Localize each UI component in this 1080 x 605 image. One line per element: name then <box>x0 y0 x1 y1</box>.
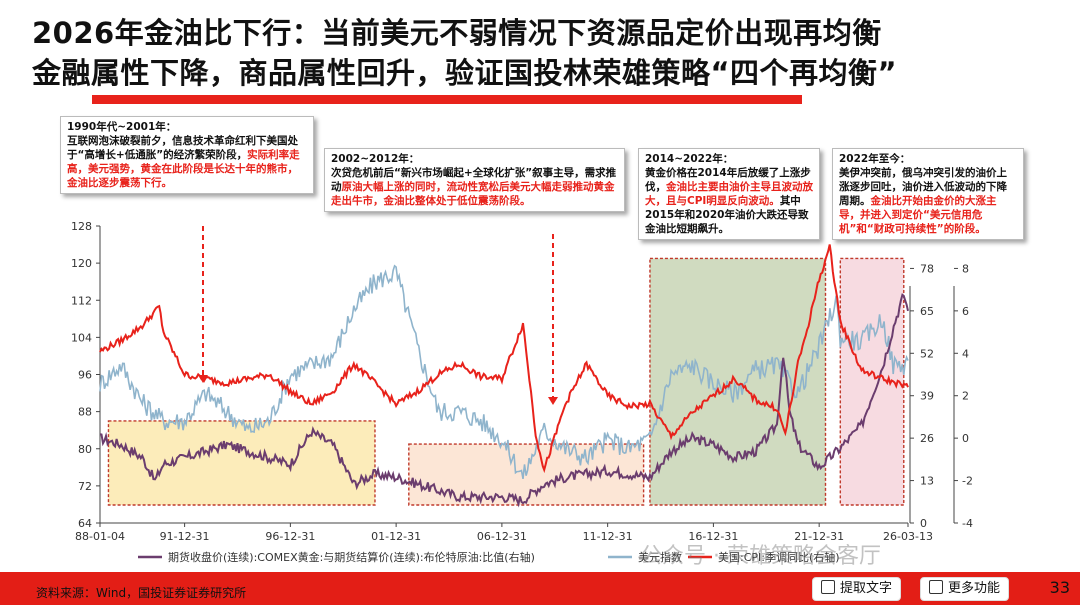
title-line-2: 金融属性下降，商品属性回升，验证国投林荣雄策略“四个再均衡” <box>32 56 898 90</box>
right1-tick-label: 52 <box>920 347 934 360</box>
note-text: 其中2015年和2020年油价大跌还导致金油比短期飙升。 <box>645 195 809 235</box>
note-text: 次贷危机前后“新兴市场崛起+全球化扩张”叙事主导，需求推动 <box>331 167 617 193</box>
left-tick-label: 96 <box>78 369 92 382</box>
page-number: 33 <box>1049 578 1070 597</box>
title-line-1: 2026年金油比下行：当前美元不弱情况下资源品定价出现再均衡 <box>32 16 882 50</box>
shade-1990s <box>107 420 376 506</box>
right2-tick-label: 0 <box>962 432 969 445</box>
note-text: 原油大幅上涨的同时，流动性宽松后美元大幅走弱推动黄金走出牛市，金油比整体处于低位… <box>331 181 615 207</box>
x-tick-label: 11-12-31 <box>583 530 633 543</box>
x-tick-label: 21-12-31 <box>794 530 844 543</box>
x-tick-label: 88-01-04 <box>75 530 125 543</box>
left-tick-label: 112 <box>71 294 92 307</box>
right1-tick-label: 78 <box>920 262 934 275</box>
note-text: 互联网泡沫破裂前夕，信息技术革命红利下美国处于“高增长+低通胀”的经济繁荣阶段， <box>67 135 298 161</box>
note-head: 1990年代~2001年： <box>67 121 177 133</box>
grid-icon <box>929 580 943 594</box>
right1-tick-label: 26 <box>920 432 934 445</box>
right1-tick-label: 65 <box>920 305 934 318</box>
left-tick-label: 64 <box>78 517 92 530</box>
note-2002-2012: 2002~2012年： 次贷危机前后“新兴市场崛起+全球化扩张”叙事主导，需求推动… <box>324 148 625 212</box>
right2-tick-label: -4 <box>962 517 973 530</box>
title-underline-bar <box>92 95 802 104</box>
series-line-1 <box>99 264 909 480</box>
note-text: 金油比开始由金价的大涨主导，并进入到定价“美元信用危机”和“财政可持续性”的阶段… <box>839 195 997 235</box>
note-text: 实际利率走高，美元强势，黄金在此阶段是长达十年的熊市，金油比逐步震荡下行。 <box>67 149 300 189</box>
note-text: 美伊冲突前，俄乌冲突引发的油价上涨逐步回吐，油价进入低波动的下降周期。 <box>839 167 1007 207</box>
note-head: 2002~2012年： <box>331 153 420 165</box>
right1-tick-label: 39 <box>920 390 934 403</box>
right2-tick-label: 2 <box>962 390 969 403</box>
extract-text-button[interactable]: 提取文字 <box>812 577 902 601</box>
source-note: 资料来源：Wind，国投证券证券研究所 <box>36 586 247 600</box>
arrow-2000s-head <box>548 397 558 405</box>
note-1990s-2001: 1990年代~2001年： 互联网泡沫破裂前夕，信息技术革命红利下美国处于“高增长… <box>60 116 314 194</box>
text-extract-icon <box>821 580 835 594</box>
note-head: 2014~2022年： <box>645 153 734 165</box>
right2-tick-label: 8 <box>962 262 969 275</box>
watermark: 公众号 · 荣雄策略会客厅 <box>640 544 881 569</box>
note-2014-2022: 2014~2022年： 黄金价格在2014年后放缓了上涨步伐，金油比主要由油价主导… <box>638 148 820 240</box>
x-tick-label: 91-12-31 <box>160 530 210 543</box>
right1-tick-label: 13 <box>920 475 934 488</box>
left-tick-label: 120 <box>71 257 92 270</box>
x-tick-label: 16-12-31 <box>688 530 738 543</box>
left-tick-label: 80 <box>78 443 92 456</box>
note-text: 黄金价格在2014年后放缓了上涨步伐， <box>645 167 811 193</box>
series-line-0 <box>99 293 909 508</box>
left-tick-label: 104 <box>71 331 92 344</box>
left-tick-label: 72 <box>78 480 92 493</box>
x-tick-label: 26-03-13 <box>883 530 933 543</box>
right2-tick-label: 6 <box>962 305 969 318</box>
x-tick-label: 06-12-31 <box>477 530 527 543</box>
right2-tick-label: -2 <box>962 475 973 488</box>
right1-tick-label: 0 <box>920 517 927 530</box>
legend-label-2: 美国:CPI:季调同比(右轴) <box>718 550 840 564</box>
more-functions-label: 更多功能 <box>948 581 1001 596</box>
right2-tick-label: 4 <box>962 347 969 360</box>
shade-2014-2022 <box>649 257 827 506</box>
x-tick-label: 96-12-31 <box>265 530 315 543</box>
legend-label-0: 期货收盘价(连续):COMEX黄金:与期货结算价(连续):布伦特原油:比值(右轴… <box>168 550 535 564</box>
series-line-2 <box>99 244 909 474</box>
x-tick-label: 01-12-31 <box>371 530 421 543</box>
note-text: 金油比主要由油价主导且波动放大，且与CPI明显反向波动。 <box>645 181 813 207</box>
more-functions-button[interactable]: 更多功能 <box>920 577 1010 601</box>
left-tick-label: 128 <box>71 220 92 233</box>
note-head: 2022年至今： <box>839 153 911 165</box>
left-tick-label: 88 <box>78 406 92 419</box>
extract-text-label: 提取文字 <box>840 581 893 596</box>
legend-label-1: 美元指数 <box>638 550 682 564</box>
arrow-1990s-head <box>198 375 208 383</box>
note-2022-now: 2022年至今： 美伊冲突前，俄乌冲突引发的油价上涨逐步回吐，油价进入低波动的下降… <box>832 148 1024 240</box>
